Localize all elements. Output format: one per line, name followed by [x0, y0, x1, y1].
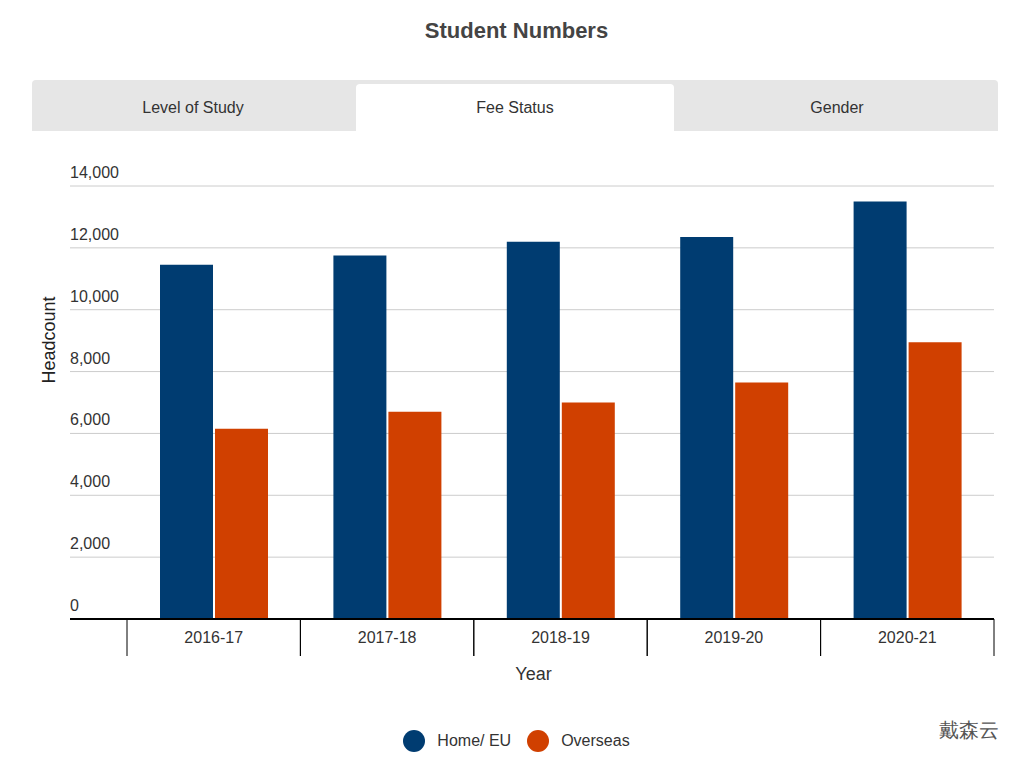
html-text:Gender: Gender — [810, 98, 864, 116]
html-text:Year: Year — [515, 664, 552, 684]
svg-text:12,000: 12,000 — [70, 226, 119, 243]
svg-text:14,000: 14,000 — [70, 164, 119, 181]
html-text:Level of Study: Level of Study — [142, 98, 244, 116]
svg-text:2017-18: 2017-18 — [358, 629, 417, 646]
html-text:Home/ EU: Home/ EU — [437, 732, 512, 749]
svg-text:6,000: 6,000 — [70, 411, 110, 428]
svg-text:2019-20: 2019-20 — [705, 629, 764, 646]
html-text:戴森云: 戴森云 — [939, 719, 999, 741]
svg-text:2016-17: 2016-17 — [184, 629, 243, 646]
svg-text:2018-19: 2018-19 — [531, 629, 590, 646]
svg-text:10,000: 10,000 — [70, 288, 119, 305]
svg-text:8,000: 8,000 — [70, 350, 110, 367]
svg-text:4,000: 4,000 — [70, 473, 110, 490]
html-text:Student Numbers: Student Numbers — [424, 18, 609, 43]
svg-text:2,000: 2,000 — [70, 535, 110, 552]
html-text:Headcount: Headcount — [38, 296, 59, 384]
svg-text:0: 0 — [70, 597, 79, 614]
svg-text:2020-21: 2020-21 — [878, 629, 937, 646]
html-text:Fee Status: Fee Status — [476, 98, 554, 116]
html-text:Overseas: Overseas — [561, 732, 630, 749]
